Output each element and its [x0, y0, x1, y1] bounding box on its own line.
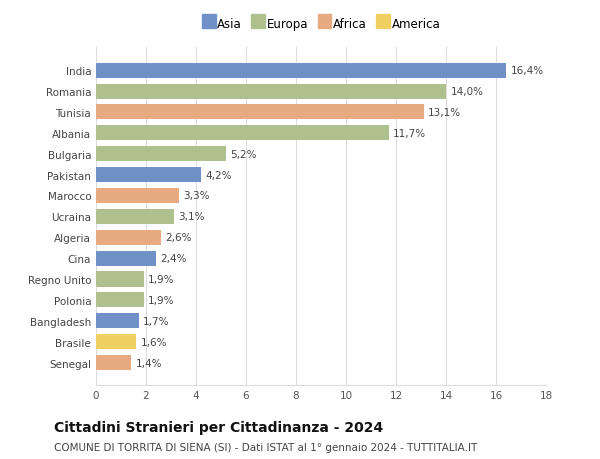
- Text: 2,6%: 2,6%: [166, 233, 192, 243]
- Bar: [96, 355, 131, 370]
- Bar: [96, 272, 143, 287]
- Bar: [96, 209, 173, 224]
- Bar: [96, 230, 161, 245]
- Text: 1,9%: 1,9%: [148, 295, 175, 305]
- Bar: [96, 251, 156, 266]
- Legend: Asia, Europa, Africa, America: Asia, Europa, Africa, America: [199, 15, 443, 33]
- Bar: [96, 147, 226, 162]
- Bar: [96, 313, 139, 329]
- Bar: [96, 293, 143, 308]
- Text: 4,2%: 4,2%: [205, 170, 232, 180]
- Text: 5,2%: 5,2%: [230, 149, 257, 159]
- Text: 2,4%: 2,4%: [161, 253, 187, 263]
- Bar: [96, 84, 446, 99]
- Text: 14,0%: 14,0%: [451, 87, 484, 97]
- Bar: [96, 168, 201, 183]
- Bar: [96, 105, 424, 120]
- Text: 1,7%: 1,7%: [143, 316, 170, 326]
- Bar: [96, 189, 179, 203]
- Text: 13,1%: 13,1%: [428, 108, 461, 118]
- Text: COMUNE DI TORRITA DI SIENA (SI) - Dati ISTAT al 1° gennaio 2024 - TUTTITALIA.IT: COMUNE DI TORRITA DI SIENA (SI) - Dati I…: [54, 442, 477, 452]
- Text: 1,9%: 1,9%: [148, 274, 175, 285]
- Text: 3,3%: 3,3%: [183, 191, 209, 201]
- Bar: [96, 126, 389, 141]
- Bar: [96, 63, 506, 78]
- Text: 1,6%: 1,6%: [140, 337, 167, 347]
- Text: 16,4%: 16,4%: [511, 66, 544, 76]
- Text: Cittadini Stranieri per Cittadinanza - 2024: Cittadini Stranieri per Cittadinanza - 2…: [54, 420, 383, 434]
- Text: 1,4%: 1,4%: [136, 358, 162, 368]
- Text: 11,7%: 11,7%: [393, 129, 426, 139]
- Bar: [96, 335, 136, 349]
- Text: 3,1%: 3,1%: [178, 212, 205, 222]
